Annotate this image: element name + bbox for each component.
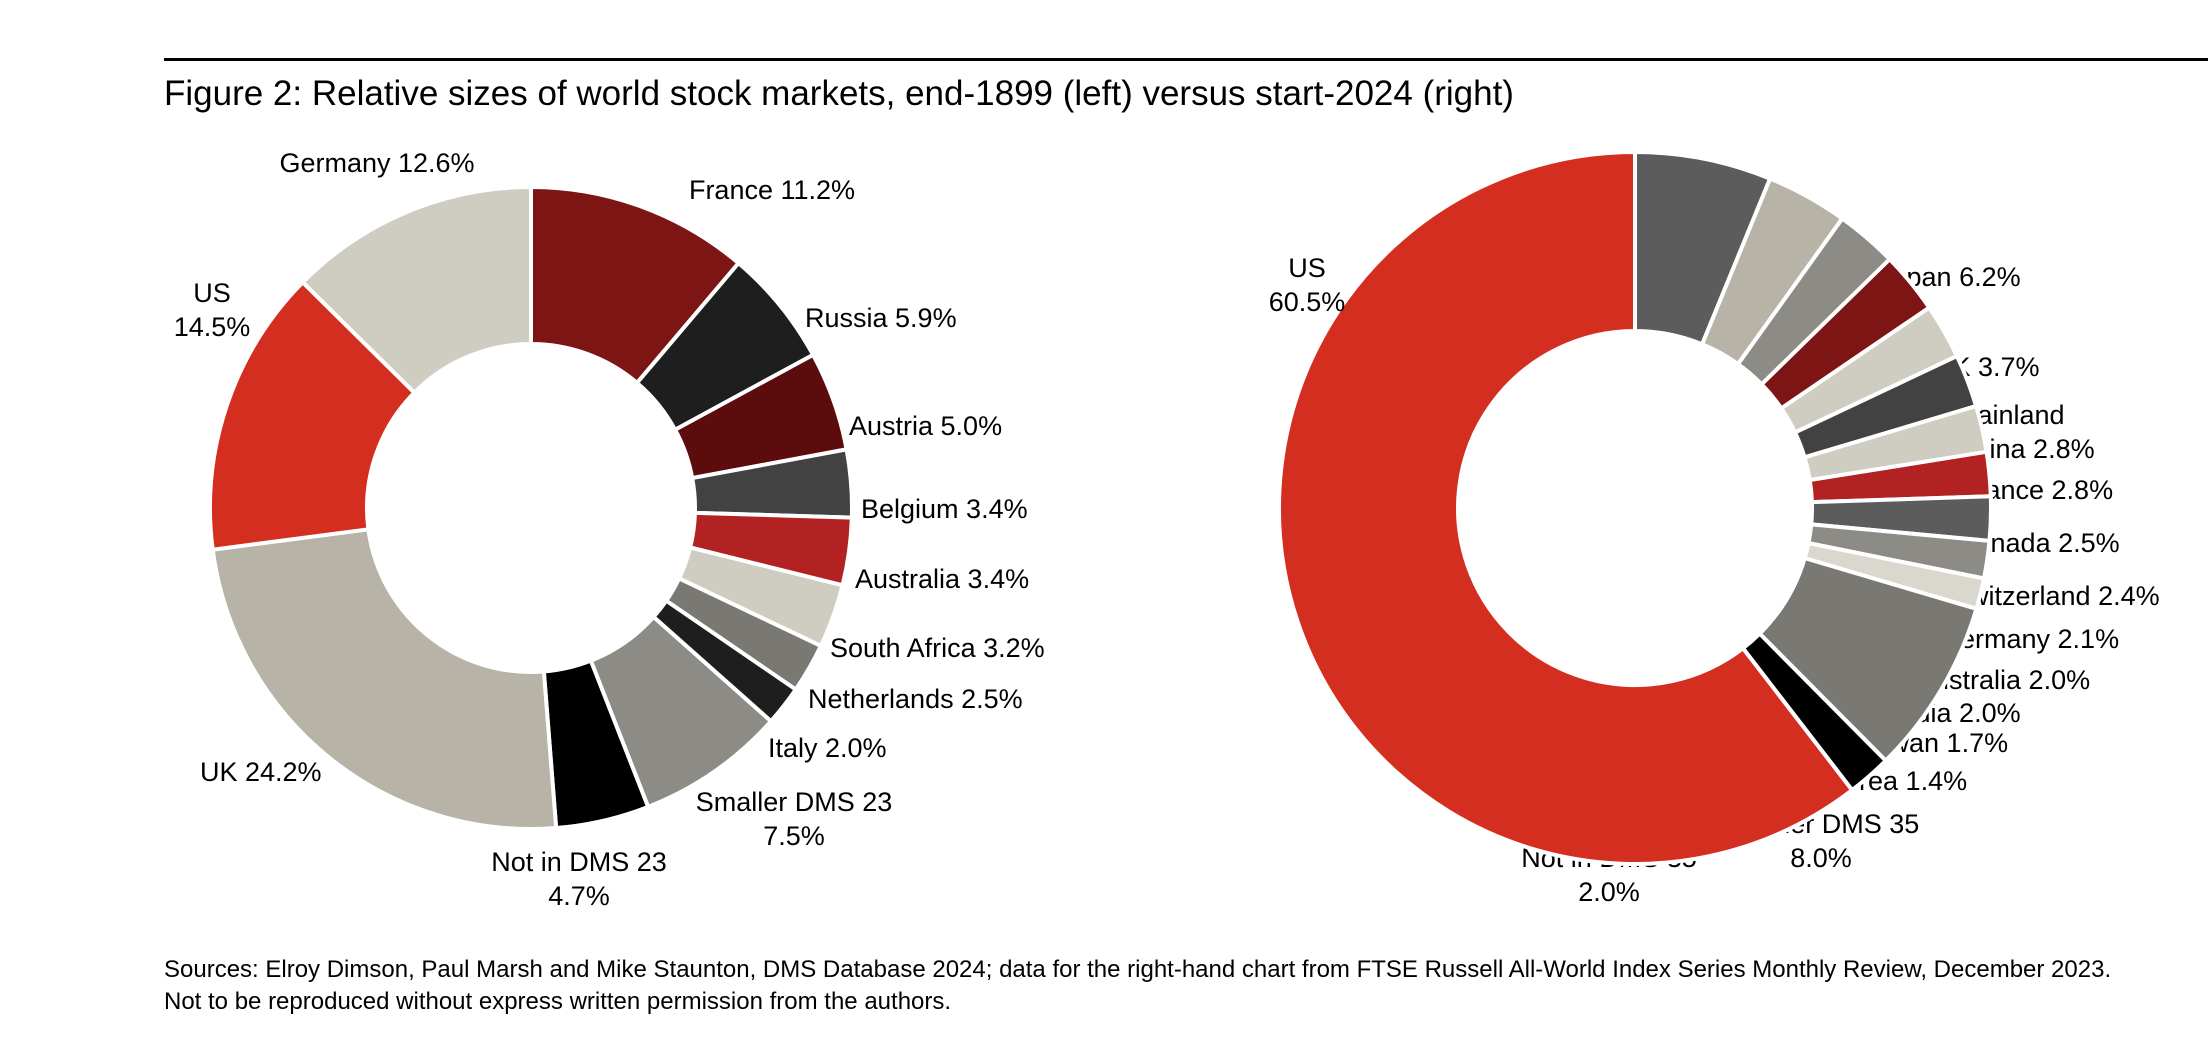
slice-label: Smaller DMS 23 7.5% (696, 787, 893, 851)
slice-label: Switzerland 2.4% (1951, 581, 2160, 611)
donut-chart-2024: Japan 6.2%UK 3.7%Mainland China 2.8%Franc… (1269, 150, 2160, 907)
slice-label: Italy 2.0% (768, 733, 887, 763)
charts-svg: France 11.2% Russia 5.9% Austria 5.0% Belgi… (174, 148, 2160, 911)
slice-label: UK 24.2% (200, 757, 322, 787)
donut-chart-1899: France 11.2% Russia 5.9% Austria 5.0% Belgi… (174, 148, 1045, 911)
figure-title: Figure 2: Relative sizes of world stock … (164, 74, 1514, 113)
slice-label: South Africa 3.2% (830, 633, 1045, 663)
slice-label: US 14.5% (174, 278, 251, 342)
slice-label: Austria 5.0% (849, 411, 1002, 441)
top-rule (164, 58, 2208, 61)
slice-label: Australia 3.4% (855, 564, 1029, 594)
slice-label: Russia 5.9% (805, 303, 957, 333)
slice-label: France 11.2% (689, 175, 855, 205)
slice-label: Germany 12.6% (279, 148, 474, 178)
slice-label: US 60.5% (1269, 253, 1346, 317)
sources-note: Sources: Elroy Dimson, Paul Marsh and Mi… (164, 956, 2112, 1015)
donut-slice (208, 280, 417, 552)
slice-label: Netherlands 2.5% (808, 684, 1023, 714)
donut-slice (210, 527, 559, 831)
donut-slice (1277, 150, 1855, 866)
donut-slice (300, 185, 533, 395)
slice-label: Not in DMS 23 4.7% (491, 847, 667, 911)
slice-label: Belgium 3.4% (861, 494, 1028, 524)
donut-slice (529, 185, 741, 385)
